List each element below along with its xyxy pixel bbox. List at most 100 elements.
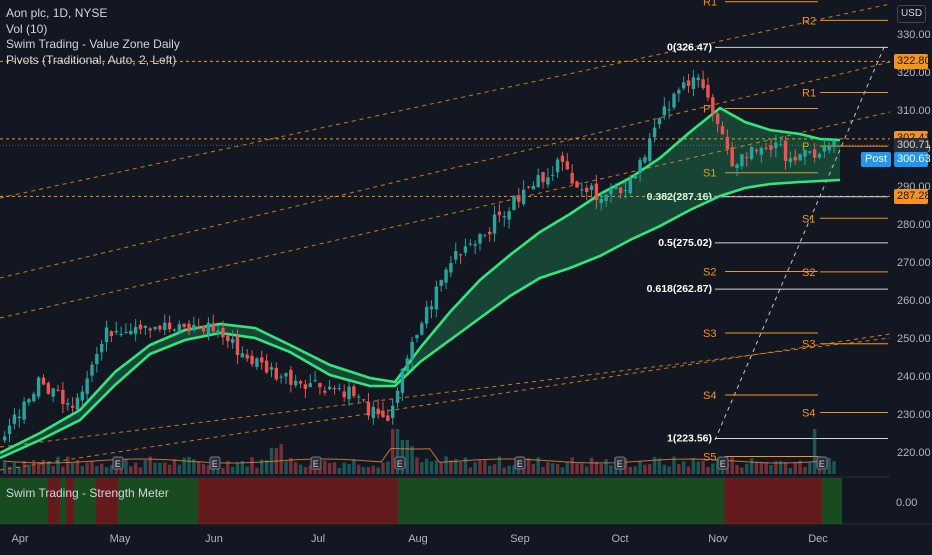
volume-bar [41,459,46,474]
candle-body [284,373,288,377]
candle-body [788,158,793,163]
volume-bar [46,461,51,474]
candle-body [623,190,628,192]
fib-label: 0.618(262.87) [647,283,712,295]
volume-bar [652,456,657,474]
volume-bar [507,465,511,474]
strength-axis-tick: 0.00 [896,497,917,509]
candle-body [289,369,293,385]
post-tag-label: Post [865,153,888,165]
candle-body [187,323,191,332]
volume-bar [109,465,114,474]
candle-body [386,415,390,421]
volume-bar [7,466,12,474]
candle-body [536,175,540,188]
candle-body [429,306,434,310]
pivot-label-right: R2 [802,15,816,27]
volume-bar [56,456,60,474]
candle-body [371,406,375,418]
indicator-pivots[interactable]: Pivots (Traditional, Auto, 2, Left) [6,52,177,67]
candle-body [483,234,487,236]
volume-bar [488,465,492,474]
volume-bar [424,458,429,474]
volume-bar [357,464,361,474]
volume-bar [289,457,293,474]
time-axis-label: Aug [408,533,428,545]
volume-bar [444,456,448,474]
candle-body [36,377,41,397]
symbol-title[interactable]: Aon plc, 1D, NYSE [6,6,108,20]
volume-bar [667,466,671,474]
earnings-marker[interactable] [514,456,526,470]
fib-label: 0.5(275.02) [658,237,712,249]
earnings-marker-label: E [397,459,403,469]
candle-body [206,322,211,335]
candle-body [507,211,511,220]
volume-bar [677,463,681,474]
candle-body [628,179,633,194]
volume-bar [536,457,540,474]
volume-bar [27,464,31,474]
currency-button[interactable]: USD [897,5,926,23]
volume-bar [560,467,565,474]
candle-body [822,146,827,152]
volume-bar [366,467,371,474]
volume-bar [740,467,744,474]
candle-body [177,324,181,332]
time-axis-label: Oct [611,533,628,545]
strength-meter-title[interactable]: Swim Trading - Strength Meter [6,486,169,500]
earnings-marker[interactable] [112,456,124,470]
volume-bar [80,465,84,474]
value-zone-upper [0,106,841,455]
candle-body [740,154,744,167]
candle-body [32,393,36,402]
price-axis-tick: 240.00 [897,371,931,383]
earnings-marker-label: E [819,459,825,469]
candle-body [22,401,26,420]
earnings-marker[interactable] [310,456,322,470]
candle-body [749,147,754,159]
candle-body [643,157,647,163]
earnings-marker[interactable] [394,456,406,470]
volume-bar [468,467,472,474]
candle-body [197,327,201,329]
indicator-volume[interactable]: Vol (10) [6,21,48,36]
candle-body [701,79,705,89]
volume-bar [439,462,443,474]
candle-body [158,325,162,330]
indicator-value-zone[interactable]: Swim Trading - Value Zone Daily [6,37,180,51]
earnings-marker[interactable] [816,456,828,470]
candle-body [366,402,371,416]
candle-body [153,326,157,330]
candle-body [46,383,51,395]
candle-body [817,153,822,158]
earnings-marker[interactable] [614,456,626,470]
candle-body [90,364,94,376]
volume-bar [386,461,390,474]
volume-bar [749,458,754,474]
candle-body [575,181,579,188]
volume-bar [90,461,94,474]
candle-body [696,77,700,81]
volume-bar [832,461,836,474]
candle-body [672,93,676,108]
candle-body [119,333,123,335]
candle-body [580,189,584,191]
candle-body [85,378,89,394]
price-axis-tick: 250.00 [897,333,931,345]
volume-bar [17,467,21,474]
volume-bar [61,466,65,474]
candle-body [274,367,278,380]
candle-body [279,376,283,378]
volume-bar [473,462,477,474]
candle-body [541,172,545,183]
volume-bar [434,460,439,474]
earnings-marker[interactable] [717,456,729,470]
candle-body [182,323,186,328]
time-axis-label: Jul [311,533,325,545]
earnings-marker[interactable] [209,456,221,470]
volume-bar [483,459,487,474]
candle-body [463,246,468,253]
